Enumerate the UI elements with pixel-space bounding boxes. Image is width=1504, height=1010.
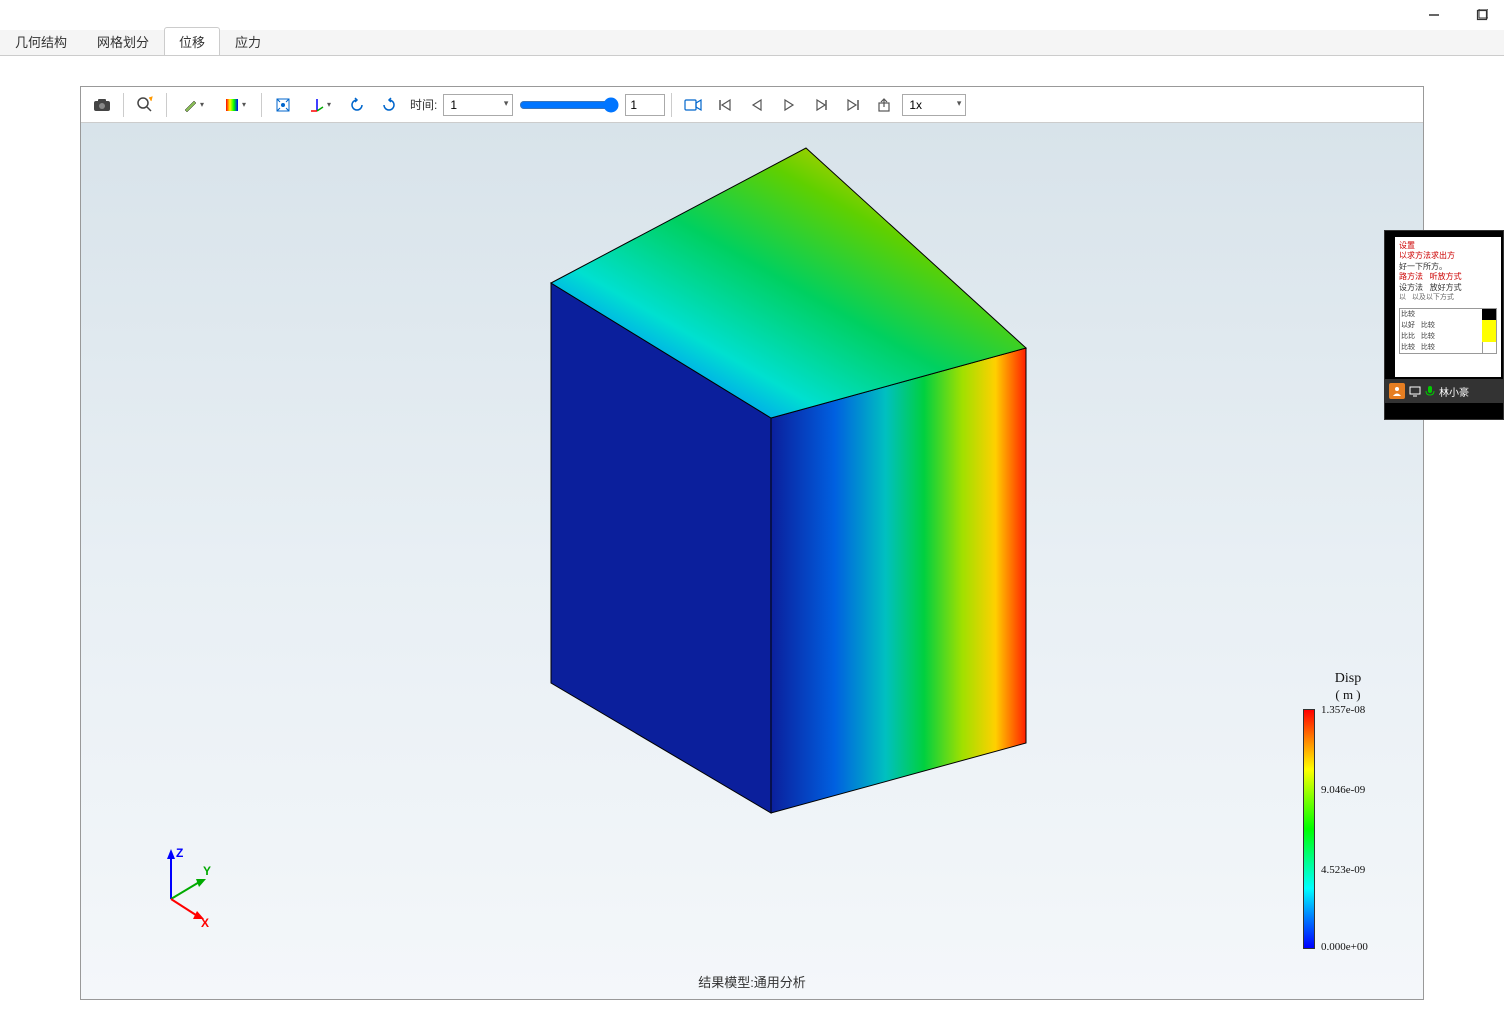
rotate-cw-button[interactable] [374,91,404,119]
chevron-down-icon: ▾ [200,100,204,109]
fit-view-button[interactable] [268,91,298,119]
speed-select-wrap: 1x [902,94,966,116]
legend-tick: 4.523e-09 [1321,864,1365,876]
legend-tick: 9.046e-09 [1321,784,1365,796]
result-caption: 结果模型:通用分析 [81,972,1423,991]
svg-text:Y: Y [203,864,211,878]
last-frame-button[interactable] [838,91,868,119]
viewer-frame: ▾ ▾ ▾ 时间: 1 [80,86,1424,1000]
export-button[interactable] [870,91,900,119]
overlay-footer: 林小豪 [1385,379,1503,403]
screenshare-overlay[interactable]: 设置 以求方法求出方 好一下所方。 路方法 听放方式 设方法 放好方式 以 以及… [1384,230,1504,420]
overlay-content: 设置 以求方法求出方 好一下所方。 路方法 听放方式 设方法 放好方式 以 以及… [1395,237,1501,377]
legend-subtitle: ( m ) [1303,687,1393,703]
next-frame-button[interactable] [806,91,836,119]
step-input[interactable] [625,94,665,116]
speed-select[interactable]: 1x [902,94,966,116]
svg-text:X: X [201,916,209,929]
tab-geometry[interactable]: 几何结构 [0,27,82,55]
time-select[interactable]: 1 [443,94,513,116]
camera-button[interactable] [678,91,708,119]
legend-tick: 1.357e-08 [1321,704,1365,716]
legend-colorbar [1303,709,1315,949]
play-button[interactable] [774,91,804,119]
time-label: 时间: [410,96,437,113]
window-titlebar [0,0,1504,30]
chevron-down-icon: ▾ [242,100,246,109]
avatar-icon [1389,383,1405,399]
viewer-toolbar: ▾ ▾ ▾ 时间: 1 [81,87,1423,123]
separator [261,93,262,117]
screenshot-button[interactable] [87,91,117,119]
mic-icon [1425,385,1435,397]
axes-dropdown[interactable]: ▾ [300,91,340,119]
minimize-button[interactable] [1420,5,1448,25]
overlay-username: 林小豪 [1439,384,1469,399]
viewport-3d[interactable]: Z Y X Disp ( m ) 1.357e-08 9.046e-09 4.5… [81,123,1423,999]
separator [123,93,124,117]
svg-text:Z: Z [176,846,183,860]
maximize-button[interactable] [1468,5,1496,25]
brush-dropdown[interactable]: ▾ [173,91,213,119]
screen-icon [1409,385,1421,397]
legend-tick: 0.000e+00 [1321,941,1368,953]
content-area: ▾ ▾ ▾ 时间: 1 [0,56,1504,1010]
tab-bar: 几何结构 网格划分 位移 应力 [0,30,1504,56]
result-mesh [521,143,1041,823]
tab-displacement[interactable]: 位移 [164,27,220,55]
time-select-wrap: 1 [443,94,513,116]
separator [671,93,672,117]
prev-frame-button[interactable] [742,91,772,119]
tab-mesh[interactable]: 网格划分 [82,27,164,55]
colormap-dropdown[interactable]: ▾ [215,91,255,119]
legend-title: Disp [1303,671,1393,687]
chevron-down-icon: ▾ [327,100,331,109]
zoom-button[interactable] [130,91,160,119]
color-legend: Disp ( m ) 1.357e-08 9.046e-09 4.523e-09… [1303,671,1393,949]
separator [166,93,167,117]
tab-stress[interactable]: 应力 [220,27,276,55]
time-slider[interactable] [519,97,619,113]
orientation-triad: Z Y X [141,839,231,929]
legend-ticks: 1.357e-08 9.046e-09 4.523e-09 0.000e+00 [1315,709,1393,949]
rotate-ccw-button[interactable] [342,91,372,119]
first-frame-button[interactable] [710,91,740,119]
